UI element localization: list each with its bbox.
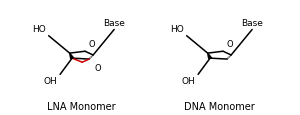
Text: Base: Base <box>103 19 125 28</box>
Polygon shape <box>70 54 74 59</box>
Text: O: O <box>88 39 95 48</box>
Text: LNA Monomer: LNA Monomer <box>47 101 115 111</box>
Text: Base: Base <box>241 19 263 28</box>
Text: HO: HO <box>32 25 46 34</box>
Polygon shape <box>208 54 212 59</box>
Text: OH: OH <box>181 76 195 85</box>
Text: HO: HO <box>170 25 184 34</box>
Text: O: O <box>226 39 233 48</box>
Text: O: O <box>94 64 101 73</box>
Text: DNA Monomer: DNA Monomer <box>184 101 254 111</box>
Text: OH: OH <box>43 76 57 85</box>
